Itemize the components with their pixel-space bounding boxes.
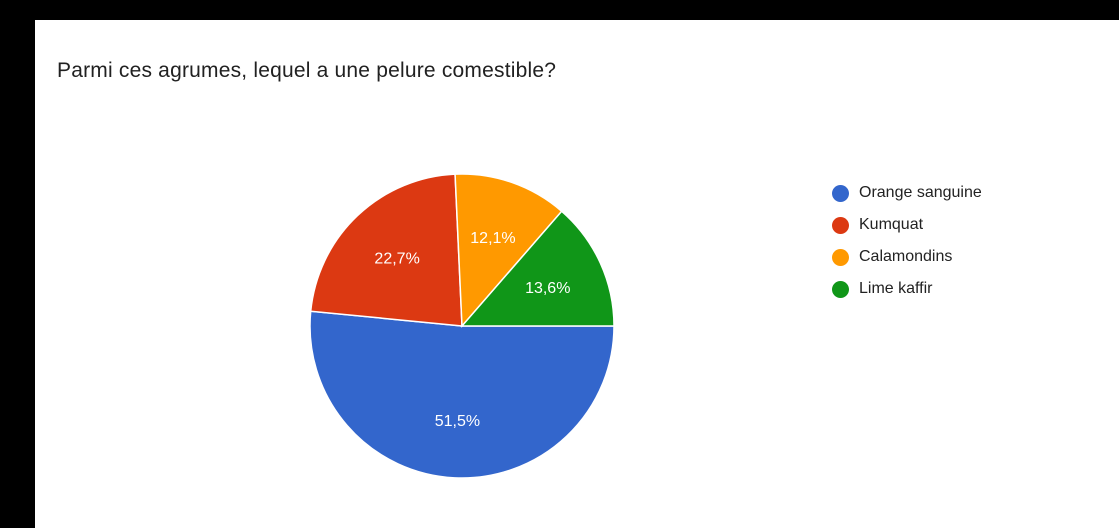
chart-card: Parmi ces agrumes, lequel a une pelure c… <box>35 20 1119 528</box>
slice-label-kumquat: 22,7% <box>374 251 419 268</box>
legend-item-calamondins[interactable]: Calamondins <box>832 241 982 273</box>
chart-title: Parmi ces agrumes, lequel a une pelure c… <box>57 59 557 82</box>
pie-slice-kumquat[interactable] <box>309 173 463 327</box>
legend-label: Orange sanguine <box>859 184 982 201</box>
legend-label: Lime kaffir <box>859 280 933 297</box>
pie-slice-calamondins[interactable] <box>454 173 563 328</box>
legend-swatch-icon <box>832 280 849 298</box>
legend-swatch-icon <box>832 248 849 266</box>
pie-slice-orange-sanguine[interactable] <box>309 310 615 479</box>
legend-item-orange-sanguine[interactable]: Orange sanguine <box>832 177 982 209</box>
slice-label-lime-kaffir: 13,6% <box>525 280 570 297</box>
chart-legend: Orange sanguine Kumquat Calamondins Lime ka… <box>832 177 982 305</box>
legend-swatch-icon <box>832 184 849 202</box>
legend-label: Calamondins <box>859 248 953 265</box>
legend-swatch-icon <box>832 216 849 234</box>
legend-label: Kumquat <box>859 216 924 233</box>
slice-label-calamondins: 12,1% <box>470 230 515 247</box>
legend-item-kumquat[interactable]: Kumquat <box>832 209 982 241</box>
pie-slice-lime-kaffir[interactable] <box>460 210 615 327</box>
legend-item-lime-kaffir[interactable]: Lime kaffir <box>832 273 982 305</box>
pie-chart: 51,5% 22,7% 12,1% 13,6% <box>309 173 615 479</box>
slice-label-orange-sanguine: 51,5% <box>435 413 480 430</box>
